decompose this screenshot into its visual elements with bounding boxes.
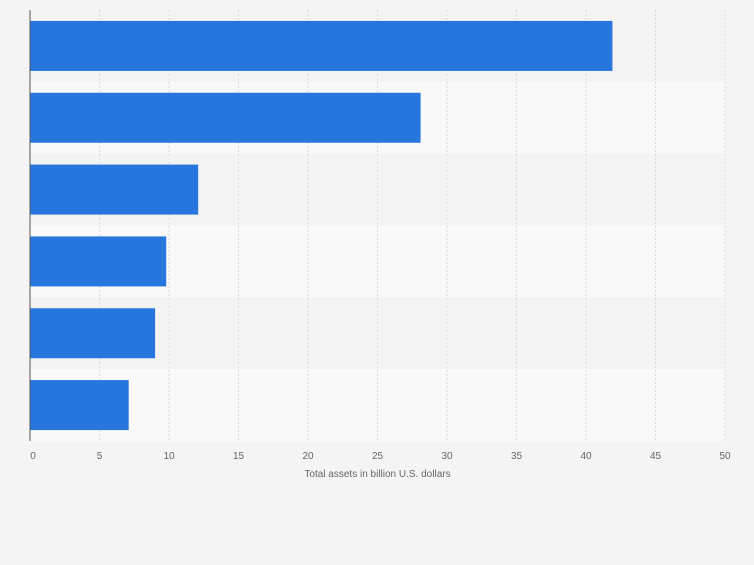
x-tick-labels: 0 5 10 15 20 25 30 35 40 45 50 — [30, 451, 731, 462]
x-tick-label: 40 — [580, 451, 592, 462]
x-tick-label: 50 — [719, 451, 731, 462]
bars — [30, 20, 613, 431]
x-tick-label: 10 — [163, 451, 175, 462]
x-axis-title: Total assets in billion U.S. dollars — [304, 469, 450, 480]
x-tick-label: 25 — [372, 451, 384, 462]
x-tick-label: 0 — [30, 451, 36, 462]
bar[interactable] — [30, 308, 156, 359]
bar[interactable] — [30, 236, 167, 287]
row-band — [30, 369, 725, 441]
x-tick-label: 5 — [97, 451, 103, 462]
x-tick-label: 15 — [233, 451, 245, 462]
bar[interactable] — [30, 92, 421, 143]
bar[interactable] — [30, 380, 129, 431]
x-tick-label: 30 — [441, 451, 453, 462]
x-tick-label: 45 — [650, 451, 662, 462]
x-tick-label: 20 — [302, 451, 314, 462]
x-tick-label: 35 — [511, 451, 523, 462]
bar[interactable] — [30, 164, 199, 215]
bar[interactable] — [30, 20, 613, 71]
